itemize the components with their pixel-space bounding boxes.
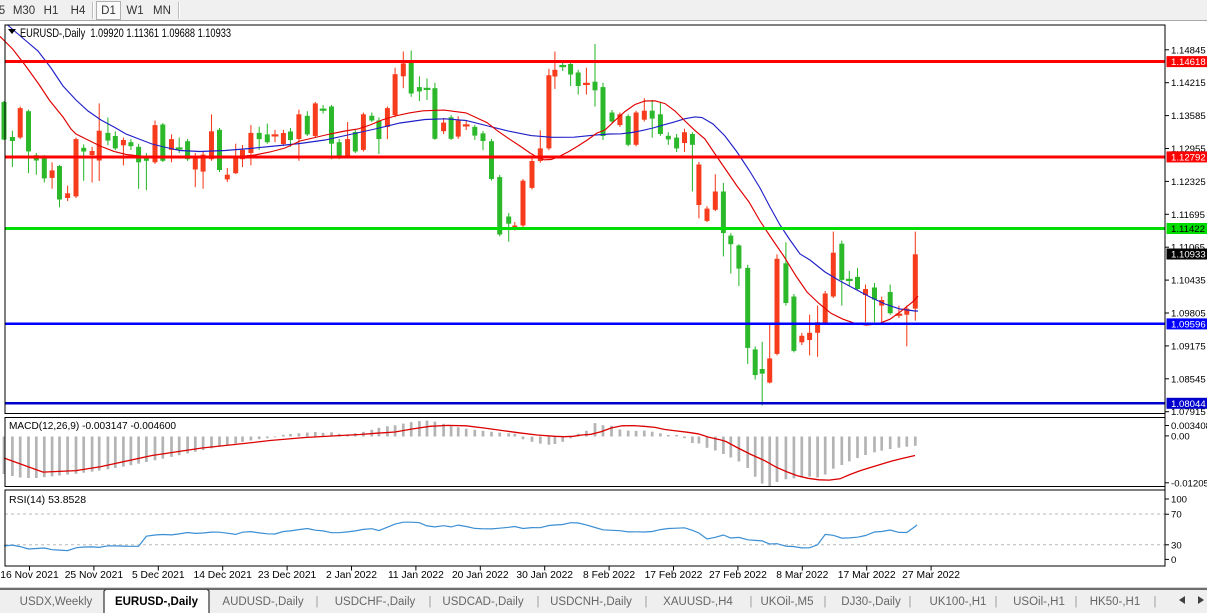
svg-text:1.08044: 1.08044 [1171, 399, 1206, 410]
svg-text:RSI(14) 53.8528: RSI(14) 53.8528 [9, 494, 86, 506]
svg-text:|: | [537, 596, 540, 608]
svg-text:1.14845: 1.14845 [1171, 45, 1206, 56]
svg-text:8 Feb 2022: 8 Feb 2022 [583, 570, 635, 581]
svg-text:1.09596: 1.09596 [1171, 319, 1206, 330]
svg-text:14 Dec 2021: 14 Dec 2021 [193, 570, 252, 581]
svg-text:16 Nov 2021: 16 Nov 2021 [0, 570, 59, 581]
svg-text:20 Jan 2022: 20 Jan 2022 [452, 570, 509, 581]
svg-text:1.10435: 1.10435 [1171, 276, 1206, 287]
svg-text:0.00: 0.00 [1171, 431, 1190, 442]
svg-text:W1: W1 [126, 5, 143, 17]
svg-text:25 Nov 2021: 25 Nov 2021 [65, 570, 124, 581]
svg-text:|: | [429, 596, 432, 608]
svg-text:1.08545: 1.08545 [1171, 374, 1206, 385]
svg-text:H1: H1 [44, 5, 59, 17]
svg-text:AUDUSD-,Daily: AUDUSD-,Daily [222, 596, 303, 608]
svg-text:0: 0 [1171, 555, 1176, 566]
svg-text:DJ30-,Daily: DJ30-,Daily [841, 596, 901, 608]
svg-text:|: | [1075, 596, 1078, 608]
svg-text:1.14618: 1.14618 [1171, 57, 1206, 68]
svg-text:27 Mar 2022: 27 Mar 2022 [902, 570, 960, 581]
svg-text:1.12955: 1.12955 [1171, 144, 1206, 155]
svg-text:H4: H4 [71, 5, 86, 17]
svg-text:17 Feb 2022: 17 Feb 2022 [645, 570, 703, 581]
svg-text:XAUUSD-,H4: XAUUSD-,H4 [663, 596, 733, 608]
svg-text:70: 70 [1171, 510, 1182, 521]
svg-text:UKOil-,M5: UKOil-,M5 [760, 596, 813, 608]
svg-text:1.11422: 1.11422 [1171, 224, 1205, 235]
svg-text:1.12792: 1.12792 [1171, 152, 1206, 163]
svg-text:USDCNH-,Daily: USDCNH-,Daily [550, 596, 632, 608]
svg-text:5 Dec 2021: 5 Dec 2021 [132, 570, 185, 581]
svg-text:1.10933: 1.10933 [1171, 250, 1206, 261]
svg-text:0.003408: 0.003408 [1171, 421, 1207, 432]
svg-text:USDX,Weekly: USDX,Weekly [20, 596, 93, 608]
svg-text:100: 100 [1171, 495, 1187, 506]
svg-text:UK100-,H1: UK100-,H1 [930, 596, 987, 608]
svg-text:|: | [824, 596, 827, 608]
svg-text:EURUSD-,Daily 1.09920 1.11361: EURUSD-,Daily 1.09920 1.11361 1.09688 1.… [20, 26, 231, 40]
svg-text:USOil-,H1: USOil-,H1 [1013, 596, 1065, 608]
svg-text:USDCAD-,Daily: USDCAD-,Daily [442, 596, 523, 608]
svg-text:|: | [316, 596, 319, 608]
svg-text:5: 5 [0, 5, 5, 17]
svg-text:MACD(12,26,9) -0.003147 -0.004: MACD(12,26,9) -0.003147 -0.004600 [9, 420, 176, 432]
svg-text:-0.012058: -0.012058 [1171, 478, 1207, 489]
svg-text:1.13585: 1.13585 [1171, 111, 1206, 122]
svg-text:1.11065: 1.11065 [1171, 243, 1205, 254]
svg-text:1.09805: 1.09805 [1171, 309, 1206, 320]
svg-text:8 Mar 2022: 8 Mar 2022 [776, 570, 828, 581]
svg-text:1.07915: 1.07915 [1171, 407, 1206, 418]
svg-text:11 Jan 2022: 11 Jan 2022 [388, 570, 444, 581]
svg-text:30 Jan 2022: 30 Jan 2022 [516, 570, 573, 581]
svg-text:17 Mar 2022: 17 Mar 2022 [838, 570, 896, 581]
svg-text:1.09175: 1.09175 [1171, 341, 1206, 352]
svg-text:30: 30 [1171, 540, 1182, 551]
svg-text:|: | [750, 596, 753, 608]
svg-text:1.14215: 1.14215 [1171, 78, 1206, 89]
svg-text:23 Dec 2021: 23 Dec 2021 [258, 570, 317, 581]
svg-text:1.11695: 1.11695 [1171, 210, 1205, 221]
svg-text:|: | [645, 596, 648, 608]
svg-text:|: | [1154, 596, 1157, 608]
svg-text:D1: D1 [101, 5, 116, 17]
svg-text:1.12325: 1.12325 [1171, 177, 1206, 188]
svg-text:27 Feb 2022: 27 Feb 2022 [709, 570, 767, 581]
svg-text:MN: MN [153, 5, 171, 17]
svg-text:|: | [995, 596, 998, 608]
svg-text:M30: M30 [13, 5, 35, 17]
svg-text:EURUSD-,Daily: EURUSD-,Daily [115, 596, 199, 608]
svg-text:2 Jan 2022: 2 Jan 2022 [326, 570, 377, 581]
svg-text:|: | [909, 596, 912, 608]
svg-text:HK50-,H1: HK50-,H1 [1090, 596, 1141, 608]
svg-text:USDCHF-,Daily: USDCHF-,Daily [335, 596, 416, 608]
